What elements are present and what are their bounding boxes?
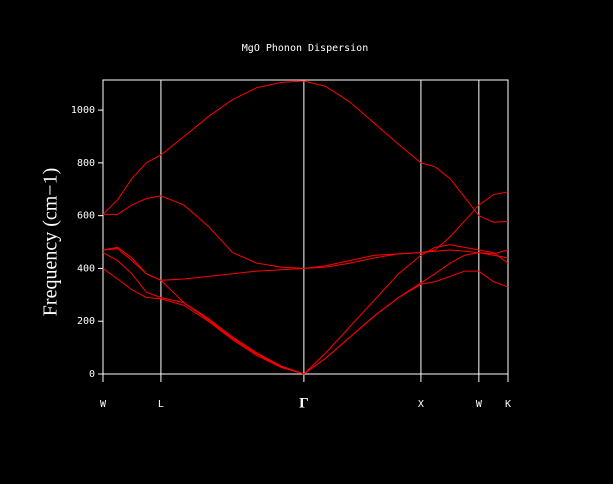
x-tick-label: L xyxy=(158,399,164,410)
dispersion-branch xyxy=(103,191,509,269)
x-tick-label: K xyxy=(505,399,511,410)
x-tick-label: Γ xyxy=(299,395,309,411)
plot-frame xyxy=(102,79,509,375)
x-tick-label: X xyxy=(418,399,424,410)
dispersion-branch xyxy=(102,246,509,375)
y-tick-label: 800 xyxy=(77,158,95,169)
y-tick-label: 1000 xyxy=(71,105,95,116)
dispersion-branch xyxy=(102,244,509,375)
chart-title: MgO Phonon Dispersion xyxy=(242,43,368,54)
y-tick-label: 400 xyxy=(77,263,95,274)
dispersion-branch xyxy=(102,268,509,375)
y-axis-label: Frequency (cm−1) xyxy=(40,168,62,316)
x-tick-label: W xyxy=(476,399,483,410)
dispersion-branch xyxy=(102,80,509,223)
x-tick-label: W xyxy=(100,399,107,410)
y-tick-label: 200 xyxy=(77,316,95,327)
dispersion-branch xyxy=(102,248,509,281)
y-tick-label: 0 xyxy=(89,369,95,380)
y-tick-label: 600 xyxy=(77,211,95,222)
